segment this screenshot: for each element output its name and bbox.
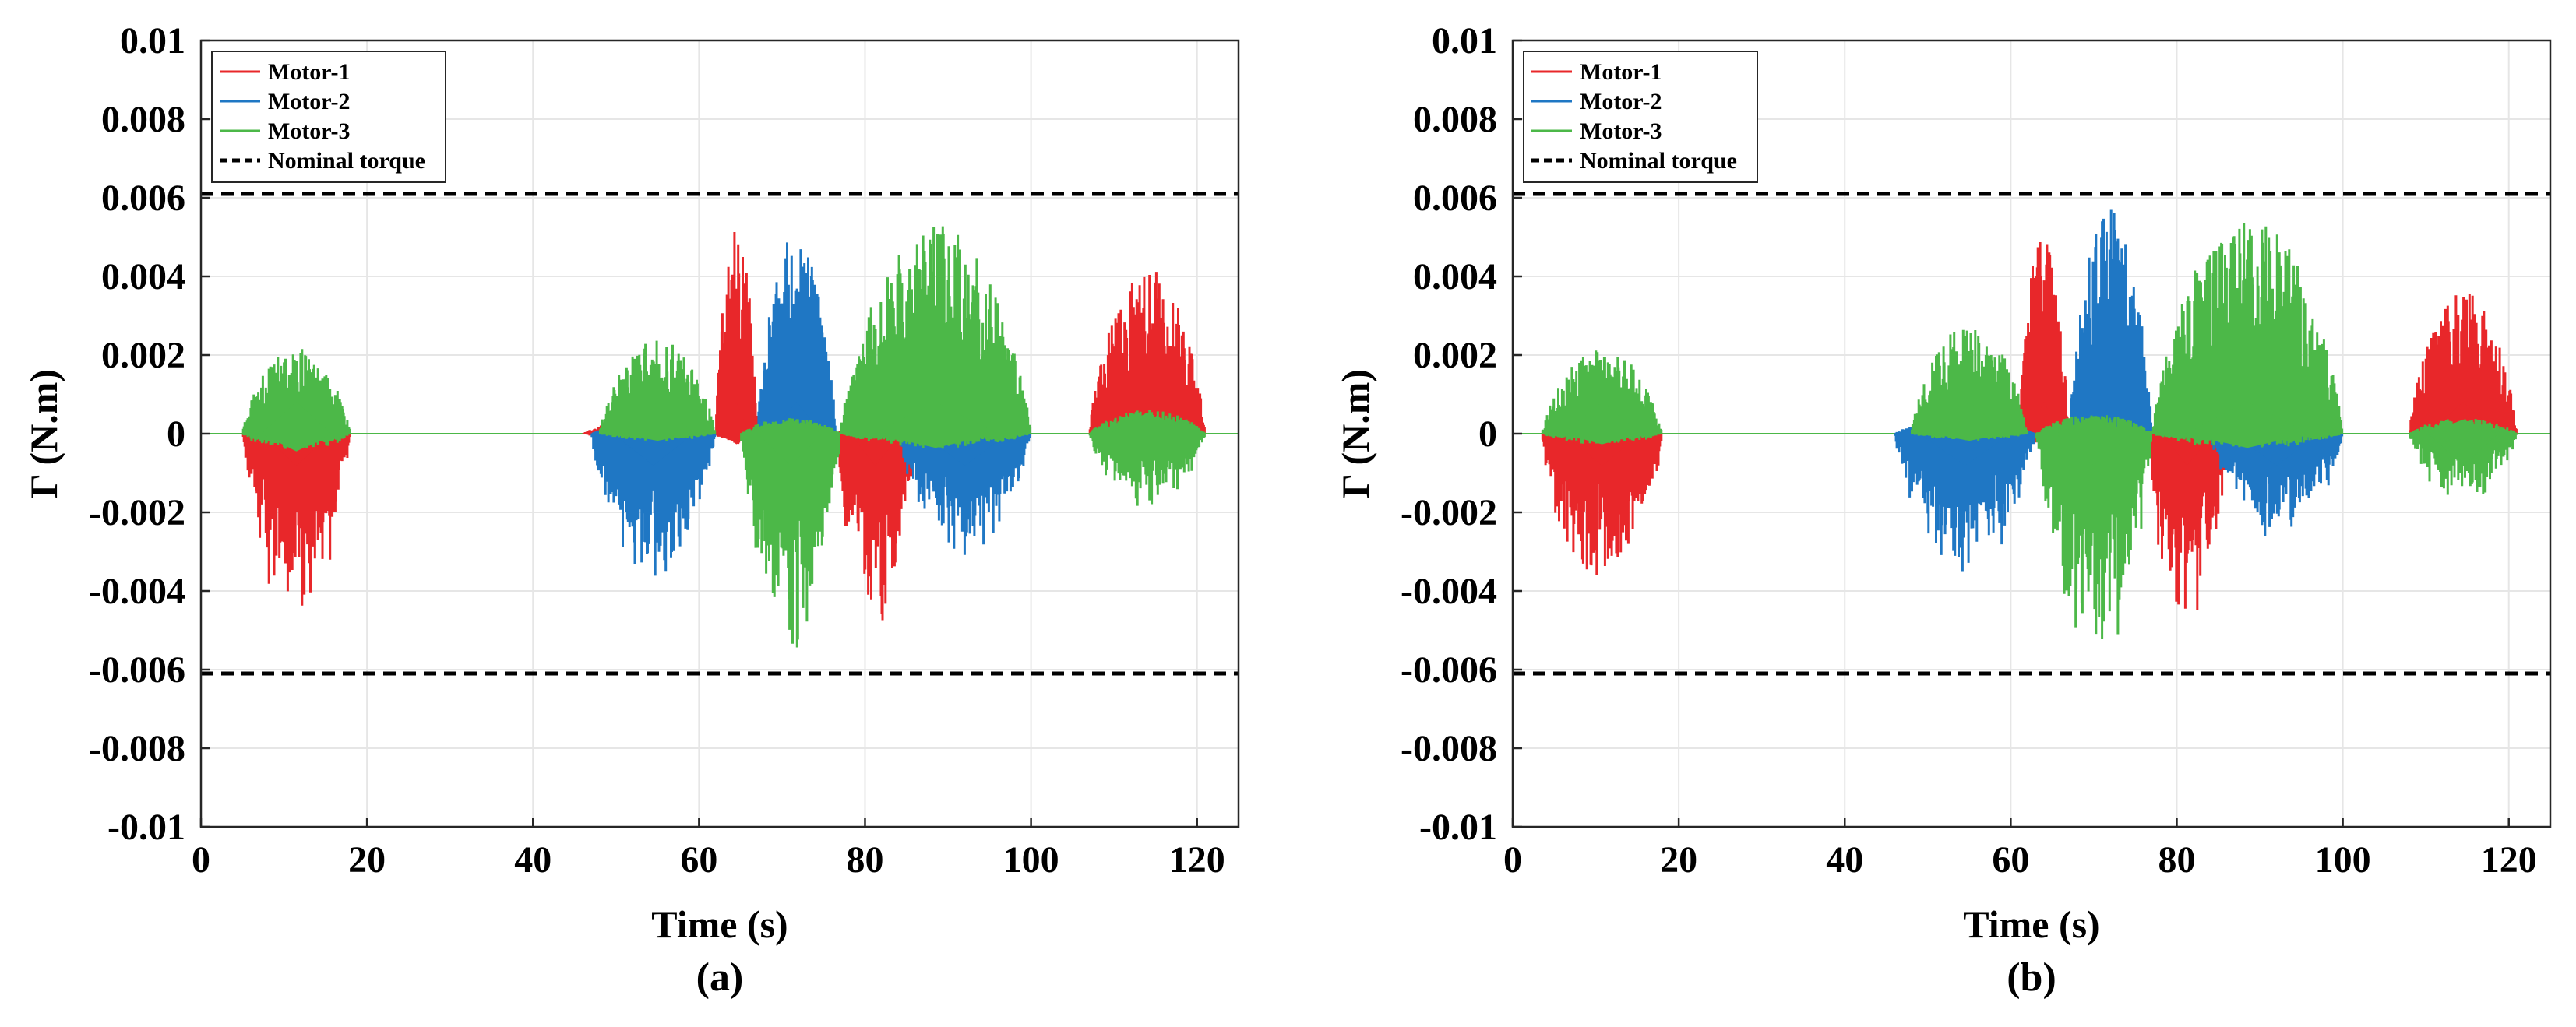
x-axis-label: Time (s) bbox=[651, 902, 788, 946]
x-tick-label: 100 bbox=[2315, 839, 2371, 881]
series-motor-3 bbox=[241, 226, 1206, 648]
y-tick-label: 0.01 bbox=[1432, 20, 1497, 62]
x-tick-label: 60 bbox=[680, 839, 717, 881]
y-tick-label: 0.006 bbox=[101, 178, 185, 219]
x-tick-label: 80 bbox=[846, 839, 883, 881]
y-tick-label: 0.01 bbox=[120, 20, 185, 62]
y-tick-label: 0.002 bbox=[101, 335, 185, 376]
y-tick-label: -0.004 bbox=[1401, 571, 1497, 612]
y-tick-label: 0.002 bbox=[1413, 335, 1497, 376]
x-tick-label: 120 bbox=[2481, 839, 2537, 881]
x-tick-label: 60 bbox=[1992, 839, 2029, 881]
y-tick-label: -0.004 bbox=[89, 571, 185, 612]
x-tick-label: 0 bbox=[1503, 839, 1522, 881]
x-tick-label: 100 bbox=[1003, 839, 1059, 881]
y-axis-label: Γ (N.m) bbox=[1334, 369, 1377, 498]
y-tick-label: 0 bbox=[1478, 413, 1497, 455]
panel-label: (a) bbox=[696, 955, 744, 1000]
y-tick-label: -0.01 bbox=[1419, 807, 1497, 848]
legend-label-motor-3: Motor-3 bbox=[1580, 118, 1662, 144]
x-tick-label: 120 bbox=[1169, 839, 1225, 881]
legend-label-motor-3: Motor-3 bbox=[268, 118, 351, 144]
legend: Motor-1 Motor-2 Motor-3 Nominal torque bbox=[1523, 51, 1758, 183]
y-tick-label: -0.002 bbox=[89, 492, 185, 533]
burst-motor-3 bbox=[740, 418, 840, 648]
chart-panel-a: 0 20 40 60 80 100 120 0.01 0.008 0.006 0.004 0.002 0… bbox=[22, 20, 1240, 1000]
burst-core bbox=[261, 402, 332, 452]
y-tick-label: -0.01 bbox=[107, 807, 185, 848]
series-motor-3 bbox=[1541, 223, 2518, 639]
x-tick-label: 20 bbox=[348, 839, 386, 881]
burst-core bbox=[873, 402, 998, 448]
y-tick-label: 0.004 bbox=[1413, 256, 1497, 297]
y-tick-label: -0.008 bbox=[1401, 728, 1497, 769]
x-tick-label: 40 bbox=[514, 839, 551, 881]
y-tick-label: 0 bbox=[167, 413, 185, 455]
burst-core bbox=[758, 419, 823, 466]
y-tick-label: -0.006 bbox=[89, 649, 185, 691]
legend-label-motor-1: Motor-1 bbox=[1580, 59, 1662, 85]
y-axis-label: Γ (N.m) bbox=[22, 369, 65, 498]
y-tick-label: 0.006 bbox=[1413, 178, 1497, 219]
y-tick-label: -0.008 bbox=[89, 728, 185, 769]
x-tick-label: 0 bbox=[192, 839, 210, 881]
x-tick-label: 80 bbox=[2158, 839, 2195, 881]
legend-label-nominal-torque: Nominal torque bbox=[1580, 148, 1737, 174]
legend-label-nominal-torque: Nominal torque bbox=[268, 148, 425, 174]
legend-label-motor-2: Motor-2 bbox=[268, 89, 351, 114]
y-tick-label: 0.008 bbox=[1413, 99, 1497, 140]
x-axis-label: Time (s) bbox=[1963, 902, 2099, 946]
burst-core bbox=[1931, 402, 2007, 441]
burst-motor-3 bbox=[840, 226, 1032, 449]
chart-panel-b: 0 20 40 60 80 100 120 0.01 0.008 0.006 0.004 0.002 0… bbox=[1334, 20, 2552, 1000]
y-tick-label: -0.006 bbox=[1401, 649, 1497, 691]
burst-core bbox=[1563, 402, 1641, 445]
burst-core bbox=[2185, 402, 2310, 448]
burst-core bbox=[2428, 419, 2499, 466]
y-tick-label: 0.008 bbox=[101, 99, 185, 140]
burst-core bbox=[619, 402, 696, 441]
y-tick-label: 0.004 bbox=[101, 256, 185, 297]
burst-motor-3 bbox=[2151, 223, 2344, 448]
legend: Motor-1 Motor-2 Motor-3 Nominal torque bbox=[211, 51, 446, 183]
legend-label-motor-2: Motor-2 bbox=[1580, 89, 1662, 114]
burst-core bbox=[2056, 416, 2132, 466]
x-tick-label: 40 bbox=[1826, 839, 1863, 881]
burst-core bbox=[1109, 412, 1186, 466]
panel-label: (b) bbox=[2007, 955, 2056, 1000]
y-tick-label: -0.002 bbox=[1401, 492, 1497, 533]
legend-label-motor-1: Motor-1 bbox=[268, 59, 351, 85]
x-tick-label: 20 bbox=[1660, 839, 1697, 881]
burst-motor-2 bbox=[590, 422, 717, 576]
